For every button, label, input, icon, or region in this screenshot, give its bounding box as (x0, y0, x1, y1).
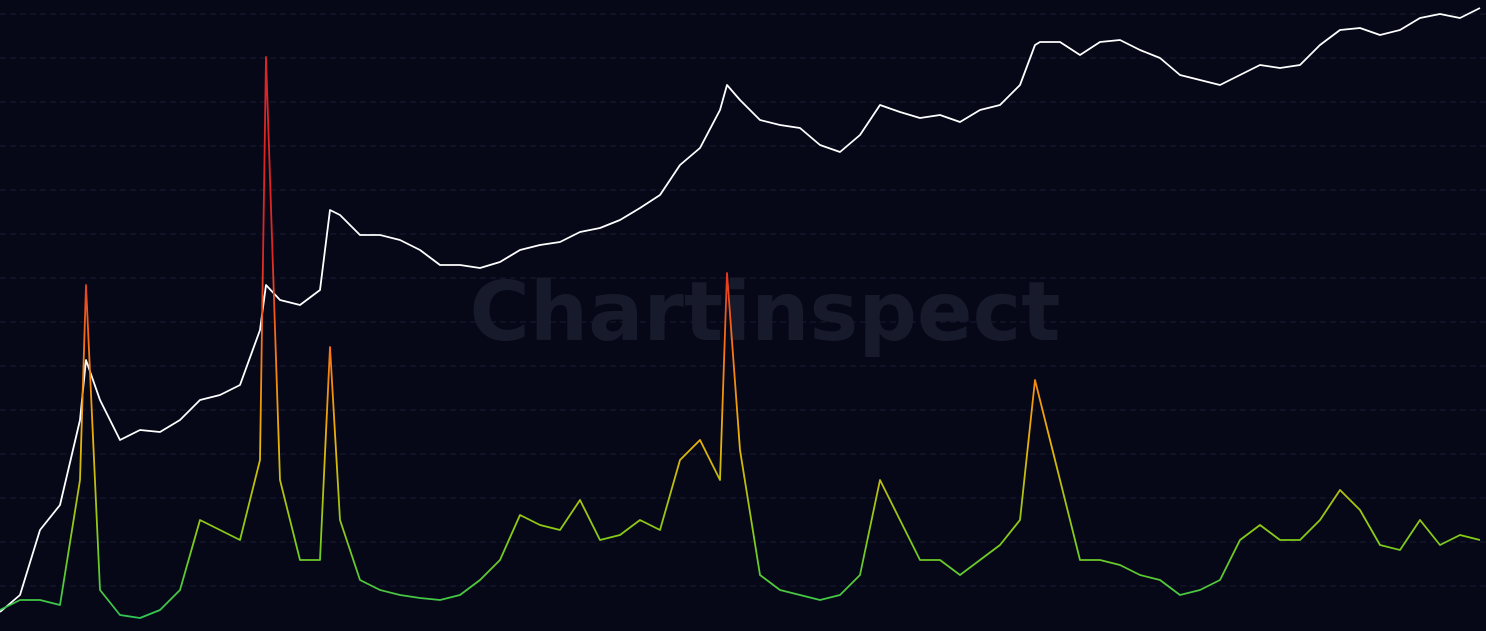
series-line (0, 7, 1481, 613)
series-line (0, 56, 1481, 619)
lines (0, 7, 1481, 619)
watermark: Chartinspect (470, 265, 1061, 360)
